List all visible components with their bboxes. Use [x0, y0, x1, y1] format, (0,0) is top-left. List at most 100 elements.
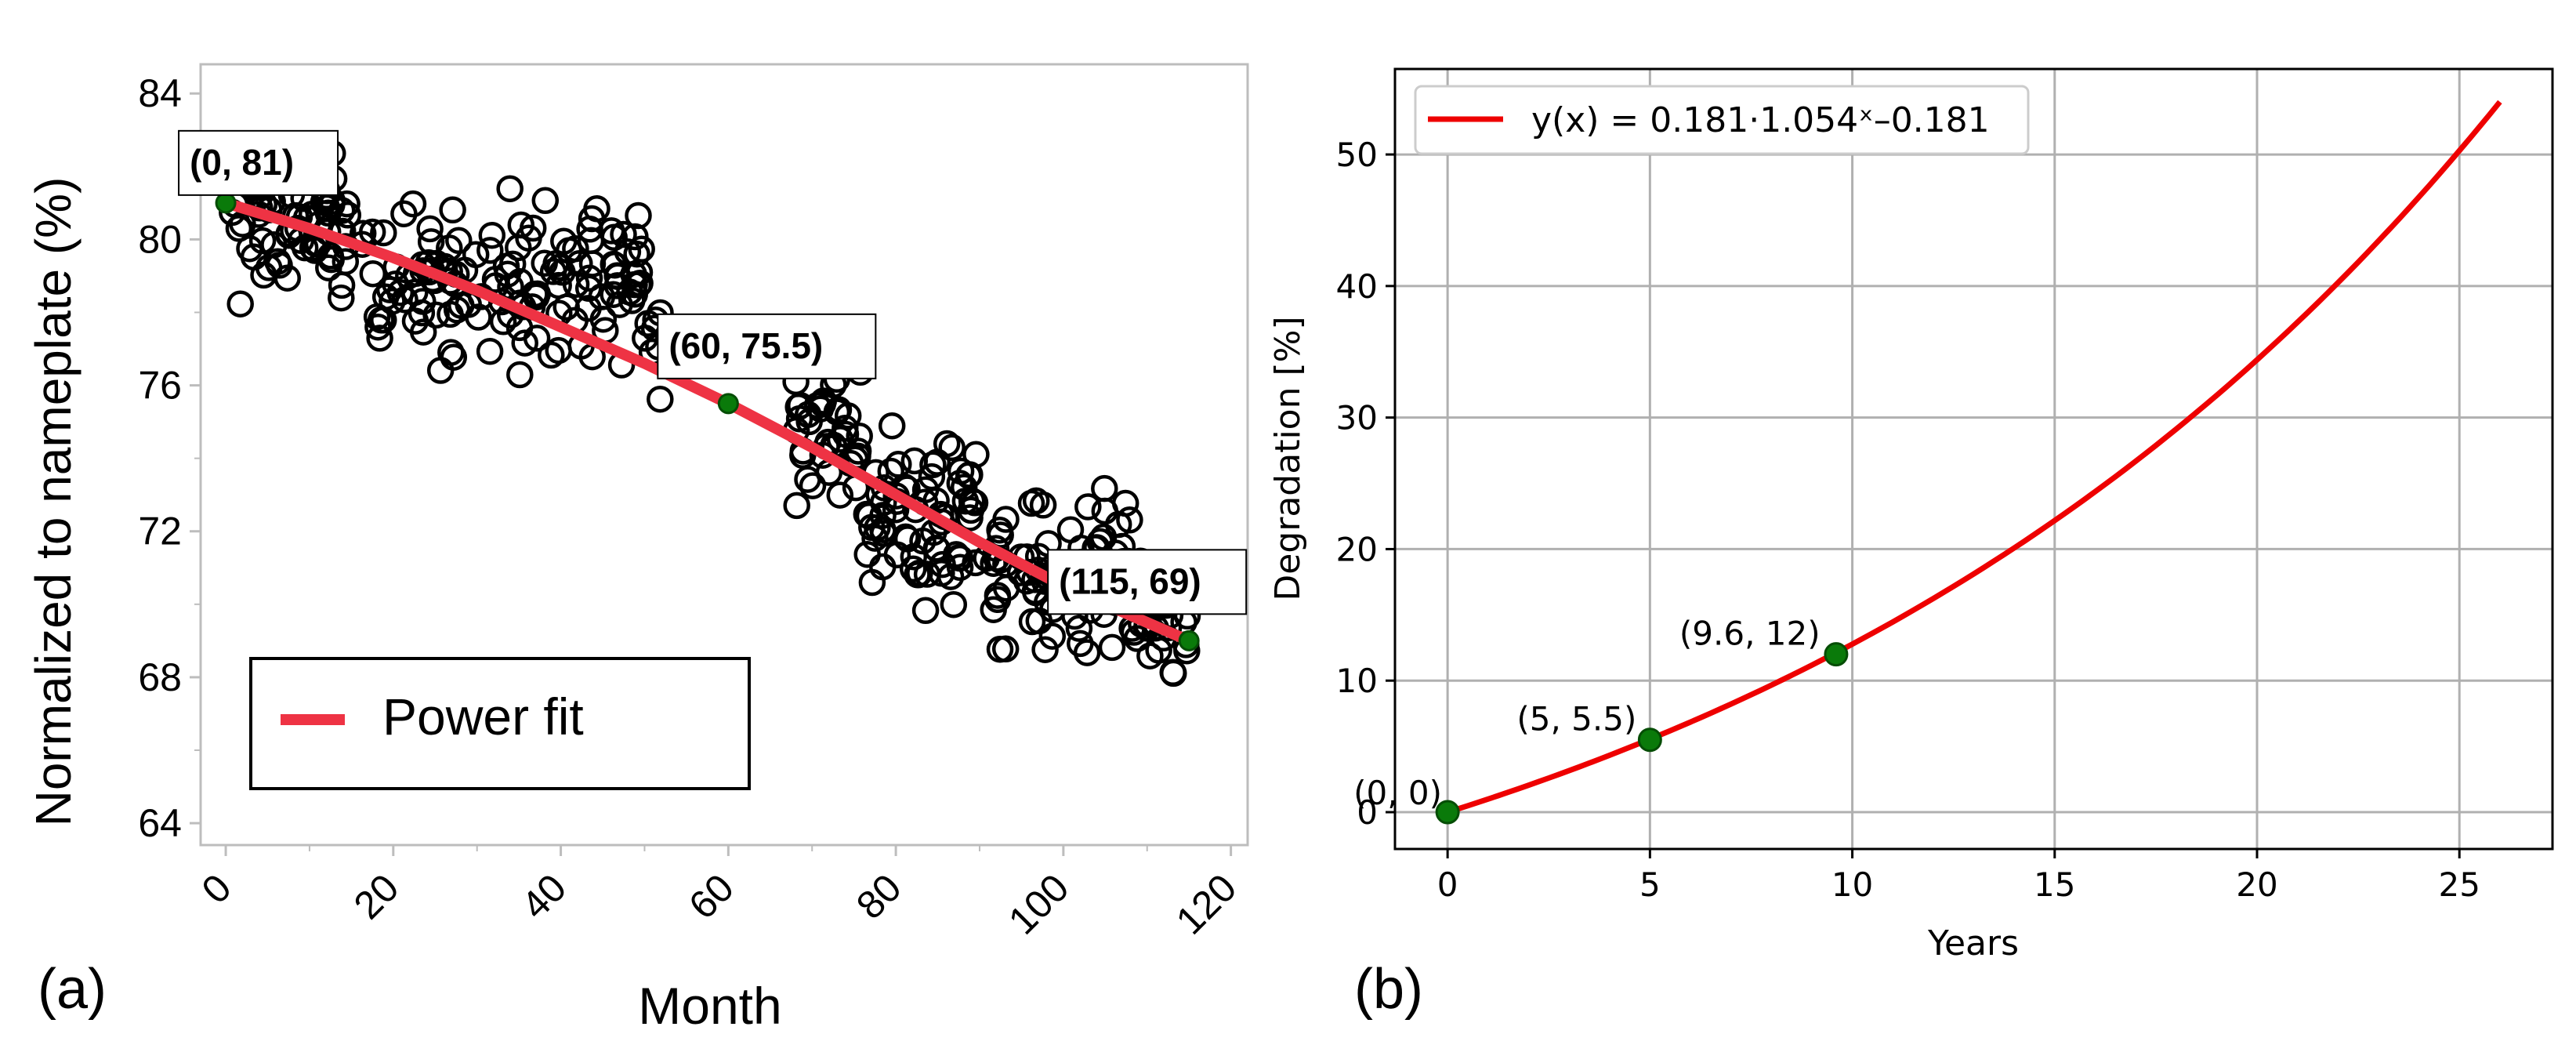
panel-a-y-tick-label: 80: [138, 217, 182, 261]
panel-a-scatter-point: [248, 227, 277, 255]
panel-b-y-tick-label: 30: [1336, 399, 1378, 437]
panel-a-scatter-point: [846, 422, 873, 450]
panel-a-scatter-point: [1065, 615, 1093, 642]
panel-a-scatter-point: [315, 254, 342, 281]
panel-a-scatter-point: [1160, 659, 1187, 688]
panel-a-scatter-point: [370, 219, 397, 247]
panel-a-scatter-point: [399, 190, 427, 218]
panel-a-scatter-point: [439, 196, 466, 224]
panel-a-scatter-point: [958, 487, 986, 515]
panel-a-scatter-point: [625, 201, 652, 230]
panel-a-x-tick-label: 40: [513, 865, 574, 927]
panel-a-scatter-point: [328, 284, 355, 312]
panel-b-degradation-curve: [1447, 100, 2502, 815]
panel-a-y-tick-label: 64: [138, 801, 182, 845]
panel-b-point-label: (5, 5.5): [1516, 700, 1636, 738]
panel-a-scatter-point: [523, 283, 550, 311]
panel-a-scatter-point: [803, 392, 831, 419]
panel-a-scatter-point: [904, 561, 931, 589]
panel-a-scatter-point: [1056, 516, 1085, 544]
panel-a-scatter-point: [1067, 629, 1094, 658]
panel-b-x-tick-label: 5: [1639, 865, 1661, 904]
panel-b-point-marker: [1435, 800, 1460, 825]
panel-a-legend-label: Power fit: [382, 688, 584, 746]
panel-a-scatter-point: [1074, 493, 1102, 521]
panel-b-ylabel: Degradation [%]: [1268, 316, 1308, 600]
panel-a-scatter-point: [1018, 608, 1046, 636]
panel-a-annotations: (0, 81) (60, 75.5) (115, 69): [178, 129, 1248, 651]
panel-a-scatter-point: [1031, 636, 1059, 663]
panel-a-x-tick-label: 120: [1168, 865, 1245, 943]
panel-a-ylabel: Normalized to nameplate (%): [25, 177, 82, 827]
panel-a-scatter-point: [946, 553, 974, 582]
panel-a-annotation-point: [1178, 629, 1200, 651]
panel-b-point: (9.6, 12): [1679, 615, 1849, 667]
panel-a-annotation: (60, 75.5): [657, 313, 877, 415]
panel-b-chart: (0, 0) (5, 5.5) (9.6, 12) 0 5 10 15 20 25 0 10 20 3…: [1268, 67, 2554, 1021]
panel-a-scatter-point: [476, 237, 504, 264]
panel-a-scatter-point: [313, 194, 341, 222]
panel-a-y-tick-label: 76: [138, 364, 182, 408]
panel-a-x-tick-label: 80: [848, 865, 910, 927]
panel-a-plot-frame: [199, 63, 1249, 847]
panel-a-annotation-point: [717, 393, 739, 415]
panel-a-scatter-point: [911, 597, 940, 625]
panel-b-x-tick-label: 25: [2438, 865, 2480, 904]
panel-b-grid: [1395, 69, 2552, 849]
panel-a-annotation: (0, 81): [178, 129, 339, 214]
panel-a-scatter-point: [366, 325, 393, 352]
panel-a-scatter-point: [416, 215, 444, 243]
panel-a-scatter-point: [574, 274, 603, 303]
panel-b-y-tick-label: 10: [1336, 662, 1378, 700]
panel-a-scatter-point: [947, 457, 975, 485]
panel-a-annotation-label: (60, 75.5): [668, 325, 823, 366]
panel-a-scatter-point: [1089, 524, 1118, 551]
panel-a-scatter-point: [478, 221, 506, 249]
panel-a-scatter-point: [919, 451, 947, 479]
panel-a-scatter-point: [826, 426, 854, 453]
panel-a-annotation-box: [178, 129, 339, 196]
panel-a-scatter-point: [386, 278, 415, 307]
panel-a-scatter-point: [226, 290, 254, 317]
panel-a-scatter-point: [900, 447, 929, 475]
panel-a-y-tick-label: 84: [138, 71, 182, 115]
panel-b-point-label: (9.6, 12): [1679, 615, 1821, 653]
panel-b-point: (5, 5.5): [1516, 700, 1662, 753]
panel-b-x-tick-label: 20: [2236, 865, 2277, 904]
panel-b-y-tick-label: 50: [1336, 136, 1378, 174]
panel-a-annotation-point: [215, 192, 237, 214]
panel-a-legend: Power fit: [249, 657, 751, 790]
panel-a-scatter-point: [507, 211, 535, 239]
panel-b-x-tick-label: 15: [2034, 865, 2075, 904]
panel-a-scatter-point: [597, 217, 625, 245]
panel-b-panel-label: (b): [1354, 958, 1423, 1021]
panel-a-scatter-point: [426, 357, 455, 384]
panel-a-scatter-point: [447, 292, 475, 319]
panel-a-y-tick-label: 72: [138, 510, 182, 553]
panel-a-scatter-point: [260, 231, 288, 259]
panel-a-annotation-label: (0, 81): [190, 142, 294, 183]
panel-a-scatter-point: [647, 385, 674, 413]
panel-a-scatter-point: [885, 451, 912, 478]
panel-a-scatter-point: [878, 412, 906, 440]
panel-a-scatter-point: [980, 596, 1007, 623]
panel-a-scatter-point: [946, 544, 974, 572]
panel-a-scatter-point: [853, 540, 881, 568]
panel-a-scatter-point: [476, 337, 504, 365]
panel-a-scatter-point: [578, 205, 606, 233]
panel-a-scatter-point: [625, 271, 653, 299]
panel-a-annotation: (115, 69): [1047, 549, 1248, 651]
panel-b-point-marker: [1637, 727, 1662, 753]
panel-a-panel-label: (a): [38, 958, 107, 1021]
panel-a-scatter-point: [511, 329, 538, 357]
panel-a-x-tick-label: 100: [1000, 865, 1078, 943]
panel-a-scatter-point: [1029, 492, 1057, 519]
panel-a-scatter-point: [877, 457, 905, 485]
panel-a-scatter-point: [600, 250, 627, 278]
panel-a-scatter-point: [1136, 642, 1164, 669]
panel-b-y-tick-label: 0: [1357, 793, 1378, 832]
panel-a-scatter-point: [496, 175, 524, 202]
panel-a-y-tick-label: 68: [138, 655, 182, 699]
panel-b-ticks: 0 5 10 15 20 25 0 10 20 30 40 50: [1336, 136, 2480, 904]
